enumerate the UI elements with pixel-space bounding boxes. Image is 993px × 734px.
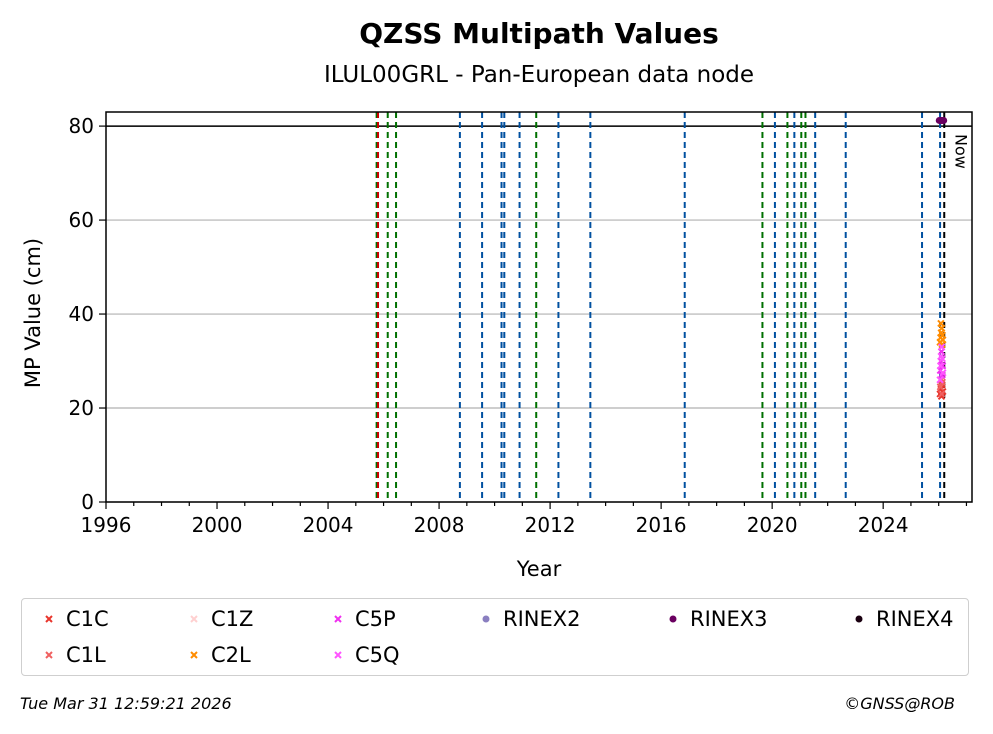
x-tick-label: 2020 bbox=[747, 513, 798, 537]
data-point-c5q bbox=[938, 354, 947, 363]
y-tick-label: 60 bbox=[69, 208, 94, 232]
legend-item-c5p: C5P bbox=[327, 606, 396, 632]
legend-item-rinex2: RINEX2 bbox=[475, 606, 581, 632]
data-point-c5q bbox=[936, 362, 945, 370]
data-point-c5q bbox=[936, 376, 944, 384]
legend-marker-c1z bbox=[183, 608, 205, 630]
chart-subtitle: ILUL00GRL - Pan-European data node bbox=[324, 62, 754, 88]
y-tick-label: 40 bbox=[69, 302, 94, 326]
legend-label: C1Z bbox=[211, 607, 254, 631]
plot-area: Now 1996 2000 2004 2008 2012 2016 2020 2024 0 20 40… bbox=[69, 111, 973, 537]
legend-marker-c1c bbox=[38, 608, 60, 630]
legend-item-rinex4: RINEX4 bbox=[848, 606, 954, 632]
footer-credit: ©GNSS@ROB bbox=[844, 694, 955, 713]
legend-label: RINEX3 bbox=[690, 607, 768, 631]
legend-marker-c1l bbox=[38, 644, 60, 666]
y-tick-label: 80 bbox=[69, 114, 94, 138]
legend-label: RINEX2 bbox=[503, 607, 581, 631]
legend-marker-rinex4 bbox=[848, 608, 870, 630]
data-point-c5p bbox=[938, 362, 947, 370]
x-tick-label: 2004 bbox=[303, 513, 354, 537]
legend-item-c1l: C1L bbox=[38, 642, 106, 668]
legend-marker-c5p bbox=[327, 608, 349, 630]
legend-label: C1C bbox=[66, 607, 109, 631]
legend-label: C5Q bbox=[355, 643, 400, 667]
now-label: Now bbox=[952, 134, 971, 169]
legend-marker-c5q bbox=[327, 644, 349, 666]
y-tick-label: 20 bbox=[69, 396, 94, 420]
legend-label: RINEX4 bbox=[876, 607, 954, 631]
data-point-c2l bbox=[937, 319, 945, 328]
legend-item-c1z: C1Z bbox=[183, 606, 253, 632]
footer-timestamp: Tue Mar 31 12:59:21 2026 bbox=[20, 694, 232, 713]
x-tick-label: 2008 bbox=[414, 513, 465, 537]
x-tick-label: 1996 bbox=[81, 513, 132, 537]
data-point-c5q bbox=[939, 369, 947, 377]
legend-label: C2L bbox=[211, 643, 251, 667]
y-tick-label: 0 bbox=[81, 490, 94, 514]
x-tick-label: 2024 bbox=[858, 513, 909, 537]
x-axis-label: Year bbox=[516, 557, 562, 581]
data-point-c1l bbox=[938, 390, 946, 398]
legend-marker-rinex3 bbox=[662, 608, 684, 630]
legend: C1C C1Z C5P RINEX2 RINEX3 RINEX4 C1L C2L C5Q bbox=[21, 598, 969, 676]
legend-item-c5q: C5Q bbox=[327, 642, 400, 668]
legend-item-c2l: C2L bbox=[183, 642, 251, 668]
data-point-rinex3 bbox=[940, 116, 948, 124]
legend-item-rinex3: RINEX3 bbox=[662, 606, 768, 632]
legend-label: C1L bbox=[66, 643, 106, 667]
data-point-c1l bbox=[936, 383, 945, 391]
plot-frame bbox=[105, 111, 973, 503]
x-tick-label: 2016 bbox=[636, 513, 687, 537]
legend-marker-c2l bbox=[183, 644, 205, 666]
chart-title: QZSS Multipath Values bbox=[359, 17, 719, 50]
legend-item-c1c: C1C bbox=[38, 606, 109, 632]
x-tick-label: 2012 bbox=[525, 513, 576, 537]
legend-label: C5P bbox=[355, 607, 396, 631]
y-axis-label: MP Value (cm) bbox=[21, 238, 45, 388]
data-point-c5q bbox=[938, 343, 946, 351]
legend-marker-rinex2 bbox=[475, 608, 497, 630]
x-tick-label: 2000 bbox=[192, 513, 243, 537]
